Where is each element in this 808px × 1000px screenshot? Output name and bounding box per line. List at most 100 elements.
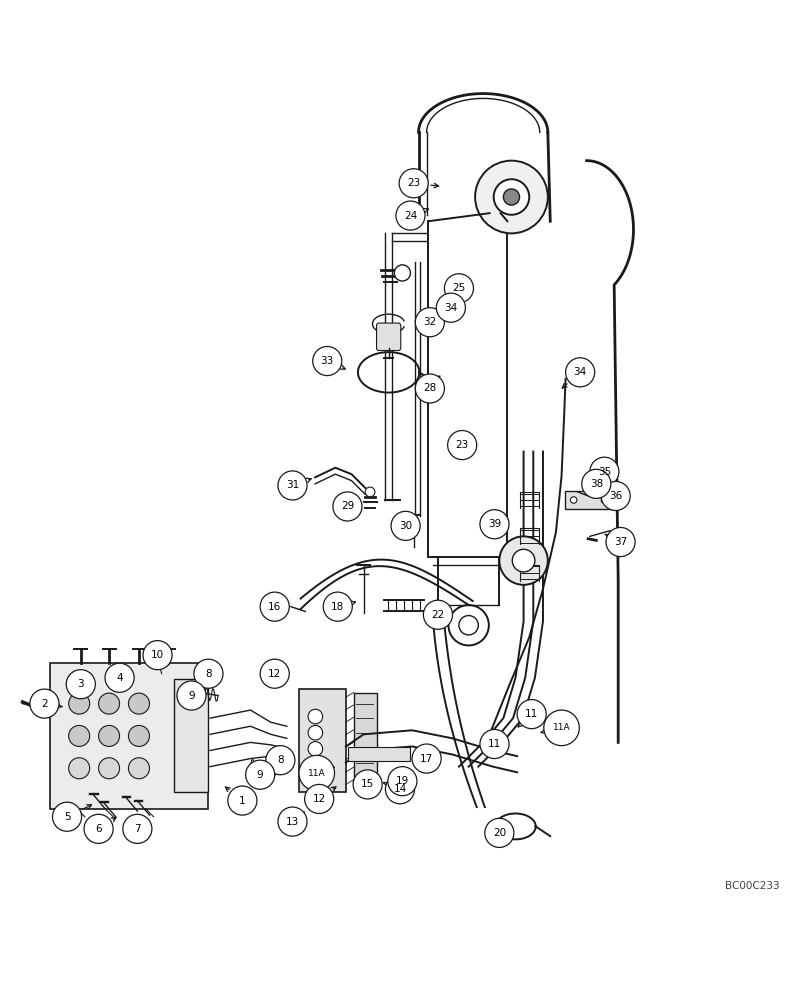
Circle shape [308,742,322,756]
Text: 1: 1 [239,796,246,806]
Text: 24: 24 [404,211,417,221]
Text: 4: 4 [116,673,123,683]
Text: 2: 2 [41,699,48,709]
FancyBboxPatch shape [299,689,346,792]
FancyBboxPatch shape [348,747,410,761]
Text: 22: 22 [431,610,444,620]
Text: 11: 11 [525,709,538,719]
Circle shape [606,527,635,557]
Circle shape [475,161,548,233]
FancyBboxPatch shape [50,663,208,809]
Circle shape [480,510,509,539]
Circle shape [313,346,342,376]
Circle shape [128,725,149,746]
Circle shape [480,729,509,759]
Circle shape [601,481,630,511]
FancyBboxPatch shape [174,679,208,792]
Circle shape [385,775,415,804]
Text: 9: 9 [257,770,263,780]
Text: 31: 31 [286,480,299,490]
Circle shape [503,189,520,205]
Circle shape [99,758,120,779]
FancyBboxPatch shape [565,491,613,509]
Circle shape [260,592,289,621]
Circle shape [570,497,577,503]
Circle shape [69,758,90,779]
Text: 6: 6 [95,824,102,834]
Circle shape [415,308,444,337]
Circle shape [228,786,257,815]
Circle shape [388,767,417,796]
Text: 10: 10 [151,650,164,660]
Text: 14: 14 [393,784,406,794]
Text: 35: 35 [598,467,611,477]
Circle shape [143,641,172,670]
Circle shape [30,689,59,718]
Circle shape [66,670,95,699]
Circle shape [412,744,441,773]
Text: 8: 8 [277,755,284,765]
Text: 32: 32 [423,317,436,327]
Circle shape [415,374,444,403]
Text: 11A: 11A [553,723,570,732]
Text: 9: 9 [188,691,195,701]
Circle shape [365,487,375,497]
Circle shape [590,457,619,486]
Circle shape [323,592,352,621]
Text: 25: 25 [452,283,465,293]
Circle shape [308,725,322,740]
Text: 16: 16 [268,602,281,612]
Circle shape [353,770,382,799]
Circle shape [399,169,428,198]
Circle shape [128,758,149,779]
Text: 29: 29 [341,501,354,511]
Circle shape [154,654,166,666]
FancyBboxPatch shape [377,323,401,351]
Text: 30: 30 [399,521,412,531]
Circle shape [444,274,473,303]
Circle shape [394,265,410,281]
Circle shape [566,358,595,387]
Circle shape [436,293,465,322]
Text: 23: 23 [456,440,469,450]
Text: 11: 11 [488,739,501,749]
Circle shape [333,492,362,521]
Text: 15: 15 [361,779,374,789]
Text: 39: 39 [488,519,501,529]
Circle shape [512,549,535,572]
Text: 37: 37 [614,537,627,547]
Text: 8: 8 [205,669,212,679]
Circle shape [177,681,206,710]
Circle shape [128,693,149,714]
Text: 18: 18 [331,602,344,612]
Circle shape [517,700,546,729]
Circle shape [308,758,322,772]
Text: 12: 12 [313,794,326,804]
Text: 36: 36 [609,491,622,501]
Circle shape [246,760,275,789]
Circle shape [305,784,334,814]
Circle shape [391,511,420,540]
Circle shape [396,201,425,230]
Circle shape [423,600,452,629]
Circle shape [278,471,307,500]
Circle shape [448,431,477,460]
Circle shape [194,659,223,688]
Circle shape [266,746,295,775]
Text: 11A: 11A [308,769,326,778]
Circle shape [105,663,134,692]
Text: 28: 28 [423,383,436,393]
Text: 34: 34 [444,303,457,313]
Circle shape [99,725,120,746]
Circle shape [260,659,289,688]
Circle shape [53,802,82,831]
Circle shape [123,814,152,843]
Circle shape [582,469,611,498]
Circle shape [544,710,579,746]
Text: 34: 34 [574,367,587,377]
Circle shape [278,807,307,836]
Text: 23: 23 [407,178,420,188]
Text: 12: 12 [268,669,281,679]
Circle shape [69,693,90,714]
Circle shape [308,774,322,788]
